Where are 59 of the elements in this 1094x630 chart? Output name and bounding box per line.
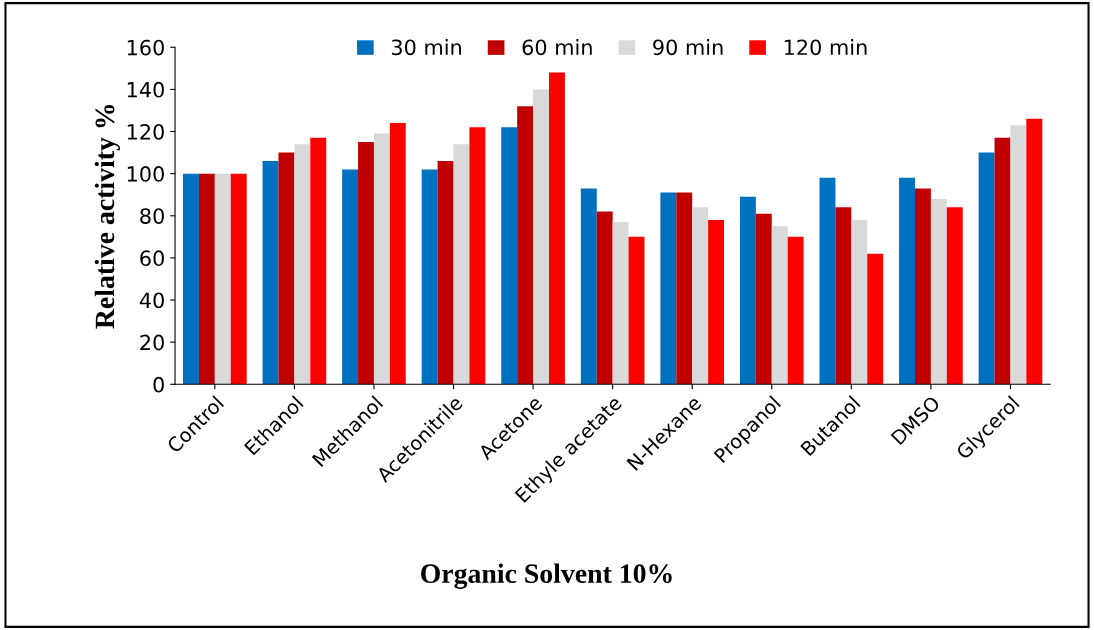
bar bbox=[692, 207, 709, 385]
bar bbox=[660, 192, 677, 385]
bar bbox=[946, 207, 963, 385]
bar bbox=[787, 236, 804, 385]
y-tick-label: 0 bbox=[153, 376, 164, 393]
bar bbox=[342, 169, 359, 385]
bar bbox=[867, 253, 884, 385]
y-tick-label: 60 bbox=[140, 250, 164, 267]
bar bbox=[708, 219, 725, 385]
bar bbox=[453, 144, 470, 385]
bar bbox=[294, 144, 311, 385]
bar bbox=[214, 173, 231, 385]
bar bbox=[183, 173, 199, 385]
bar bbox=[628, 236, 645, 385]
legend-label: 60 min bbox=[522, 39, 592, 56]
y-tick-label: 40 bbox=[139, 292, 164, 309]
bar bbox=[421, 169, 438, 385]
y-tick-label: 140 bbox=[127, 81, 164, 98]
bar bbox=[389, 123, 406, 385]
bar bbox=[310, 137, 327, 385]
bar bbox=[278, 152, 295, 385]
bar bbox=[978, 152, 995, 385]
bar bbox=[819, 177, 836, 385]
y-tick-label: 100 bbox=[127, 166, 164, 182]
bar bbox=[533, 89, 549, 385]
legend-label: 120 min bbox=[784, 39, 867, 56]
bar bbox=[198, 173, 215, 385]
y-tick-label: 120 bbox=[127, 123, 164, 140]
y-tick-label: 80 bbox=[140, 208, 164, 224]
bar bbox=[1026, 118, 1043, 385]
bar bbox=[548, 72, 565, 385]
bar bbox=[771, 226, 788, 385]
bar bbox=[835, 207, 852, 385]
bar bbox=[739, 196, 756, 385]
x-axis-title: Organic Solvent 10% bbox=[421, 563, 672, 589]
bar bbox=[437, 161, 454, 385]
legend-label: 90 min bbox=[653, 39, 723, 56]
bar bbox=[994, 137, 1011, 385]
bar bbox=[580, 188, 597, 385]
bar bbox=[596, 211, 613, 385]
bar bbox=[373, 133, 390, 385]
bar bbox=[612, 222, 629, 385]
bar bbox=[899, 177, 915, 385]
bar bbox=[755, 213, 772, 385]
bar bbox=[230, 173, 247, 385]
bar bbox=[517, 106, 534, 385]
bar bbox=[469, 127, 486, 385]
y-axis-title: Relative activity % bbox=[94, 104, 120, 329]
bar bbox=[1010, 125, 1027, 385]
y-tick-label: 20 bbox=[140, 334, 164, 351]
bar bbox=[501, 127, 518, 385]
bar bbox=[676, 192, 693, 385]
bar bbox=[930, 198, 947, 385]
bar bbox=[358, 142, 374, 385]
y-tick-label: 160 bbox=[127, 39, 164, 56]
legend-label: 30 min bbox=[391, 39, 461, 56]
bar bbox=[851, 219, 868, 385]
bar bbox=[262, 161, 279, 385]
bar bbox=[914, 188, 931, 385]
